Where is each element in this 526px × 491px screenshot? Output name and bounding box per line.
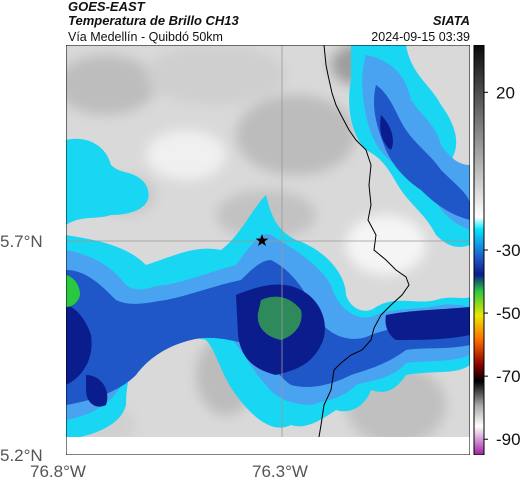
colorbar-tick-label: 20 (496, 83, 515, 102)
agency-label: SIATA (432, 13, 470, 28)
title-product: Temperatura de Brillo CH13 (68, 13, 239, 28)
colorbar-svg: 20 -30 -50 -70 -90 (473, 44, 521, 456)
colorbar-tick-label: -30 (496, 241, 521, 260)
coldest-cloud-green (66, 275, 302, 340)
star-icon (255, 234, 269, 246)
colorbar-ramp (473, 44, 485, 456)
lat-label-1: 5.7°N (0, 232, 43, 251)
timestamp: 2024-09-15 03:39 (371, 30, 470, 44)
lon-label-1: 76.8°W (30, 462, 86, 481)
colorbar-tick-label: -50 (496, 304, 521, 323)
subtitle-route: Vía Medellín - Quibdó 50km (68, 30, 223, 44)
department-border (315, 45, 410, 455)
title-satellite: GOES-EAST (68, 0, 145, 14)
colorbar-ticks: 20 -30 -50 -70 -90 (484, 83, 521, 449)
no-data-strip (66, 437, 470, 455)
brightness-temperature-map (65, 44, 471, 456)
lat-label-2: 5.2°N (0, 446, 43, 465)
lon-label-2: 76.3°W (252, 462, 308, 481)
colorbar-tick-label: -90 (496, 430, 521, 449)
colorbar-tick-label: -70 (496, 367, 521, 386)
map-panel (65, 44, 471, 456)
colorbar: 20 -30 -50 -70 -90 (472, 44, 526, 456)
